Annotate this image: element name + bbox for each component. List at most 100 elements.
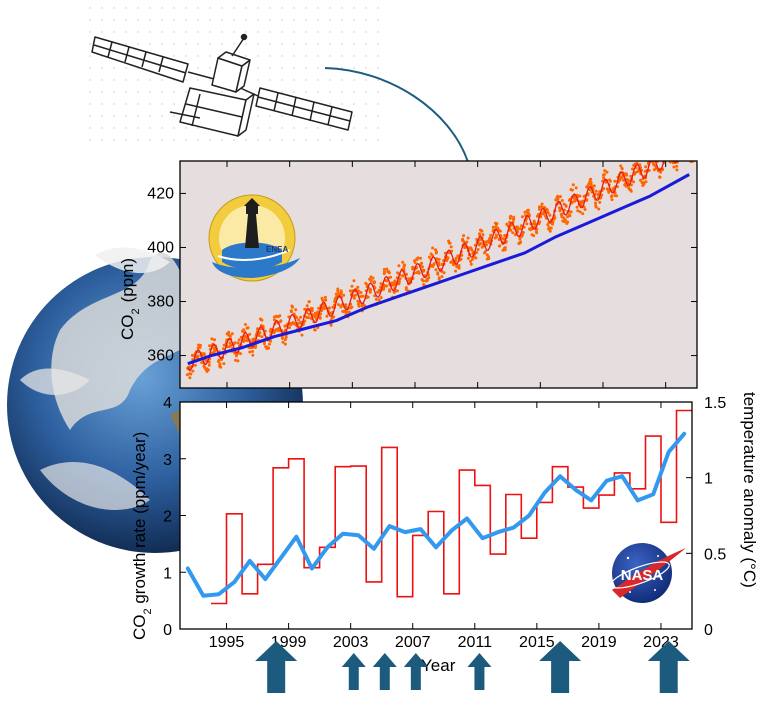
bg-dot xyxy=(125,31,127,33)
bg-dot xyxy=(245,55,247,57)
bg-dot xyxy=(113,127,115,129)
bg-dot xyxy=(137,115,139,117)
co2-data-point xyxy=(681,142,684,145)
co2-data-point xyxy=(208,344,212,348)
co2-data-point xyxy=(675,152,678,155)
co2-data-point xyxy=(351,295,355,298)
y2-tick-label: 0 xyxy=(704,622,713,639)
bg-dot xyxy=(341,55,343,57)
co2-data-point xyxy=(339,292,343,296)
co2-data-point xyxy=(457,264,461,268)
bg-dot xyxy=(305,91,307,93)
co2-data-point xyxy=(682,132,685,135)
co2-data-point xyxy=(217,358,221,362)
co2-data-point xyxy=(620,166,624,170)
co2-data-point xyxy=(478,232,481,236)
bg-dot xyxy=(161,43,163,45)
bg-dot xyxy=(245,31,247,33)
co2-data-point xyxy=(687,156,690,159)
bg-dot xyxy=(365,55,367,57)
bg-dot xyxy=(125,115,127,117)
bg-dot xyxy=(233,31,235,33)
bg-dot xyxy=(329,55,331,57)
co2-data-point xyxy=(202,352,206,356)
bg-dot xyxy=(101,7,103,9)
co2-data-point xyxy=(532,219,536,223)
co2-data-point xyxy=(437,277,441,281)
bg-dot xyxy=(113,7,115,9)
co2-data-point xyxy=(206,368,210,372)
bottom-x-axis-title: Year xyxy=(421,656,456,675)
co2-data-point xyxy=(431,246,435,250)
bg-dot xyxy=(269,19,271,21)
co2-data-point xyxy=(640,181,644,184)
bg-dot xyxy=(137,127,139,129)
bg-dot xyxy=(365,31,367,33)
co2-data-point xyxy=(310,307,314,311)
co2-data-point xyxy=(691,151,694,154)
co2-data-point xyxy=(594,205,598,209)
bg-dot xyxy=(233,19,235,21)
bg-dot xyxy=(221,19,223,21)
bg-dot xyxy=(377,7,379,9)
co2-data-point xyxy=(332,315,336,319)
co2-data-point xyxy=(222,362,226,366)
co2-data-point xyxy=(679,149,682,152)
co2-data-point xyxy=(578,210,582,214)
co2-data-point xyxy=(483,251,486,255)
co2-data-point xyxy=(248,350,252,354)
co2-data-point xyxy=(365,283,369,287)
bg-dot xyxy=(173,115,175,117)
co2-data-point xyxy=(575,205,579,209)
co2-data-point xyxy=(329,323,333,327)
co2-data-point xyxy=(566,215,570,219)
y-tick-label: 380 xyxy=(147,294,174,311)
co2-data-point xyxy=(466,256,470,260)
bg-dot xyxy=(209,31,211,33)
co2-data-point xyxy=(637,157,640,160)
co2-data-point xyxy=(510,223,514,227)
bg-dot xyxy=(293,31,295,33)
bg-dot xyxy=(137,91,139,93)
y-tick-label: 420 xyxy=(147,185,174,202)
bg-dot xyxy=(149,115,151,117)
co2-data-point xyxy=(334,292,338,296)
bg-dot xyxy=(89,67,91,69)
bg-dot xyxy=(353,139,355,141)
co2-data-point xyxy=(574,186,578,190)
co2-data-point xyxy=(297,318,300,322)
bg-dot xyxy=(197,19,199,21)
co2-data-point xyxy=(336,289,340,293)
co2-data-point xyxy=(651,155,654,158)
bg-dot xyxy=(365,139,367,141)
co2-data-point xyxy=(257,334,261,337)
bg-dot xyxy=(173,19,175,21)
bg-dot xyxy=(113,19,115,21)
bg-dot xyxy=(221,31,223,33)
co2-data-point xyxy=(485,243,488,247)
co2-data-point xyxy=(687,154,690,157)
co2-data-point xyxy=(678,147,681,150)
co2-data-point xyxy=(457,266,461,270)
bg-dot xyxy=(341,43,343,45)
co2-data-point xyxy=(210,337,214,341)
co2-data-point xyxy=(519,240,523,244)
co2-data-point xyxy=(440,275,444,279)
co2-data-point xyxy=(678,154,681,157)
bottom-y-axis-title: CO2 growth rate (ppm/year) xyxy=(130,432,154,640)
bg-dot xyxy=(125,91,127,93)
co2-data-point xyxy=(664,154,667,157)
bg-dot xyxy=(317,7,319,9)
bg-dot xyxy=(173,7,175,9)
co2-data-point xyxy=(684,138,687,141)
co2-data-point xyxy=(377,298,381,302)
co2-data-point xyxy=(568,214,572,218)
bg-dot xyxy=(113,115,115,117)
co2-data-point xyxy=(659,170,663,174)
bg-dot xyxy=(257,43,259,45)
bg-dot xyxy=(329,91,331,93)
bg-dot xyxy=(113,67,115,69)
co2-data-point xyxy=(442,271,446,275)
bg-dot xyxy=(365,19,367,21)
co2-data-point xyxy=(675,153,678,156)
